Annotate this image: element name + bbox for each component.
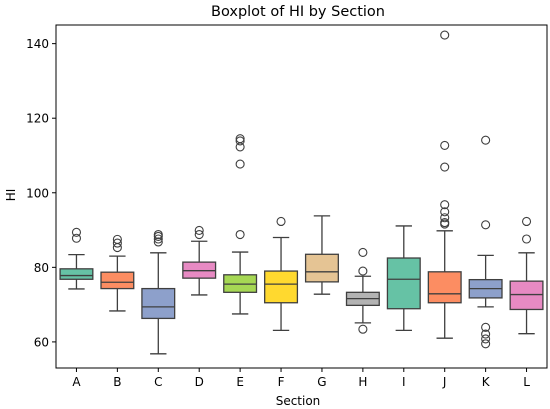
box-d-outlier xyxy=(194,229,204,240)
x-tick-label-k: K xyxy=(482,375,491,389)
box-c-outlier xyxy=(153,234,163,244)
y-tick-label: 140 xyxy=(26,37,49,51)
box-k-outlier xyxy=(481,339,491,349)
box-c-outlier xyxy=(153,229,163,240)
box-d-outlier xyxy=(194,225,204,235)
box-k-outlier xyxy=(481,334,491,344)
x-tick-label-j: J xyxy=(442,375,447,389)
box-i xyxy=(386,257,421,310)
box-j-outlier xyxy=(440,140,450,150)
box-a xyxy=(59,268,94,280)
box-l-outlier xyxy=(521,234,532,244)
box-b-outlier xyxy=(112,234,122,244)
y-tick-label: 60 xyxy=(34,335,49,349)
box-l-outlier xyxy=(521,216,532,227)
box-g xyxy=(304,253,339,283)
box-f xyxy=(264,270,299,304)
box-j-outlier xyxy=(440,218,450,228)
x-tick-label-h: H xyxy=(358,375,367,389)
y-tick-label: 120 xyxy=(26,112,49,126)
x-axis-title: Section xyxy=(276,394,321,408)
box-h-outlier xyxy=(358,266,368,276)
box-j-outlier xyxy=(440,30,450,40)
box-b-outlier xyxy=(112,238,122,248)
box-j xyxy=(427,271,462,304)
box-c xyxy=(141,287,176,320)
x-tick-label-i: I xyxy=(402,375,406,389)
x-tick-label-e: E xyxy=(236,375,244,389)
y-tick-label: 100 xyxy=(26,186,49,200)
y-tick-label: 80 xyxy=(34,261,49,275)
box-a-outlier xyxy=(71,227,82,237)
box-k-outlier xyxy=(481,329,491,339)
x-tick-label-l: L xyxy=(523,375,530,389)
x-tick-label-c: C xyxy=(154,375,162,389)
box-j-outlier xyxy=(440,162,450,172)
x-tick-label-f: F xyxy=(278,375,285,389)
box-e-outlier xyxy=(235,136,245,146)
box-k-outlier xyxy=(481,322,491,332)
box-h-outlier xyxy=(358,324,368,334)
box-e-outlier xyxy=(235,229,245,240)
box-l xyxy=(509,280,544,311)
plot-frame xyxy=(55,24,548,369)
box-k-outlier xyxy=(481,135,491,145)
box-j-outlier xyxy=(440,213,450,223)
box-k-outlier xyxy=(481,220,491,230)
y-axis-title: HI xyxy=(4,189,18,202)
chart-title: Boxplot of HI by Section xyxy=(211,4,385,20)
box-e-outlier xyxy=(235,134,245,144)
x-tick-label-a: A xyxy=(72,375,81,389)
box-b xyxy=(100,271,135,290)
box-h-outlier xyxy=(358,247,368,257)
x-tick-label-g: G xyxy=(317,375,326,389)
box-j-outlier xyxy=(440,207,450,217)
box-a-outlier xyxy=(71,233,82,243)
box-e-outlier xyxy=(235,159,245,169)
x-tick-label-b: B xyxy=(113,375,121,389)
x-tick-label-d: D xyxy=(195,375,204,389)
plot-area: 60 80 100 120 140 A B C D E F G H I J K L xyxy=(26,30,544,389)
box-j-outlier xyxy=(440,200,450,210)
box-f-outlier xyxy=(276,216,286,227)
